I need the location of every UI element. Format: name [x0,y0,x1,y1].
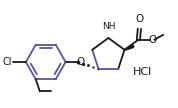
Text: O: O [135,14,143,24]
Text: NH: NH [102,22,115,31]
Text: HCl: HCl [133,67,153,77]
Text: O: O [148,35,156,45]
Text: Cl: Cl [2,57,12,67]
Text: O: O [76,57,85,67]
